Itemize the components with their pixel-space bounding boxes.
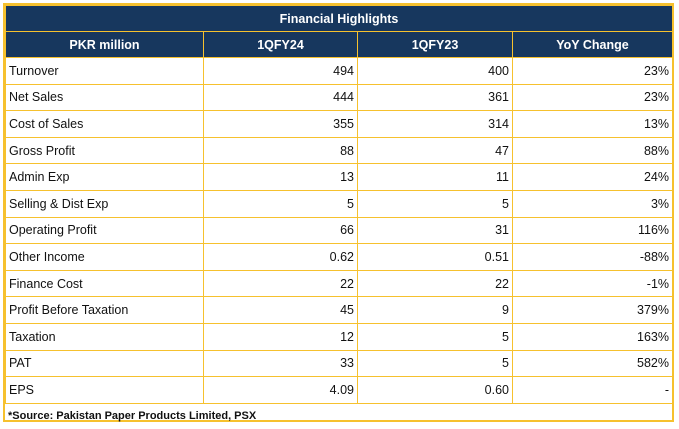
table-cell: 5 [357, 349, 513, 378]
table-cell: 582% [511, 349, 674, 378]
table-cell: 31 [357, 216, 513, 245]
table-cell: 22 [357, 269, 513, 298]
row-label: Profit Before Taxation [5, 296, 204, 324]
table-row: Admin Exp 13 11 24% [5, 163, 674, 191]
table-cell: 88 [203, 136, 358, 165]
table-cell: -1% [511, 269, 674, 298]
table-cell: 47 [357, 136, 513, 165]
column-header: YoY Change [511, 31, 674, 58]
table-cell: 494 [203, 57, 358, 85]
table-row: Turnover 494 400 23% [5, 57, 674, 85]
table-row: Operating Profit 66 31 116% [5, 216, 674, 245]
financial-highlights-table: Financial Highlights PKR million 1QFY24 … [4, 5, 674, 404]
source-note: *Source: Pakistan Paper Products Limited… [8, 409, 257, 422]
table-cell: 11 [357, 163, 513, 191]
table-cell: 5 [357, 189, 513, 218]
table-cell: 116% [511, 216, 674, 245]
table-cell: 5 [357, 322, 513, 351]
row-label: EPS [5, 376, 204, 404]
table-row: Finance Cost 22 22 -1% [5, 269, 674, 298]
table-title: Financial Highlights [4, 5, 674, 32]
row-label: Taxation [5, 322, 204, 351]
table-cell: 163% [511, 322, 674, 351]
table-cell: 12 [203, 322, 358, 351]
row-label: Turnover [5, 57, 204, 85]
table-row: EPS 4.09 0.60- [5, 376, 674, 404]
table-row: PAT 33 5 582% [5, 349, 674, 378]
table-cell: 33 [203, 349, 358, 378]
table-row: Profit Before Taxation 45 9 379% [5, 296, 674, 324]
table-cell: -88% [511, 243, 674, 271]
table-cell: 355 [203, 110, 358, 138]
table-cell: 361 [357, 83, 513, 112]
table-row: Other Income 0.62 0.51 -88% [5, 243, 674, 271]
row-label: Net Sales [5, 83, 204, 112]
table-cell: 400 [357, 57, 513, 85]
row-label: Operating Profit [5, 216, 204, 245]
table-cell: 5 [203, 189, 358, 218]
table-cell: 22 [203, 269, 358, 298]
table-cell: 314 [357, 110, 513, 138]
table-cell: 23% [511, 57, 674, 85]
table-cell: 0.62 [203, 243, 358, 271]
table-cell: 9 [357, 296, 513, 324]
row-label: Gross Profit [5, 136, 204, 165]
column-header: PKR million [5, 31, 204, 58]
table-cell: 0.51 [357, 243, 513, 271]
row-label: Finance Cost [5, 269, 204, 298]
table-cell: 3% [511, 189, 674, 218]
table-row: Taxation 12 5 163% [5, 322, 674, 351]
financial-highlights-panel: Financial Highlights PKR million 1QFY24 … [3, 3, 674, 422]
table-row: Gross Profit 88 47 88% [5, 136, 674, 165]
table-cell: 66 [203, 216, 358, 245]
table-row: Cost of Sales 355 314 13% [5, 110, 674, 138]
column-header: 1QFY24 [203, 31, 358, 58]
table-row: Net Sales 444 361 23% [5, 83, 674, 112]
row-label: Other Income [5, 243, 204, 271]
table-cell: 4.09 [203, 376, 358, 404]
table-cell: 24% [511, 163, 674, 191]
table-row: Selling & Dist Exp 5 5 3% [5, 189, 674, 218]
table-header-row: PKR million 1QFY24 1QFY23 YoY Change [5, 31, 674, 58]
table-cell: 45 [203, 296, 358, 324]
column-header: 1QFY23 [357, 31, 513, 58]
row-label: Cost of Sales [5, 110, 204, 138]
row-label: Admin Exp [5, 163, 204, 191]
table-cell: 88% [511, 136, 674, 165]
table-cell: 13 [203, 163, 358, 191]
table-cell: 379% [511, 296, 674, 324]
row-label: Selling & Dist Exp [5, 189, 204, 218]
row-label: PAT [5, 349, 204, 378]
table-cell: 13% [511, 110, 674, 138]
table-cell: 23% [511, 83, 674, 112]
table-cell: 444 [203, 83, 358, 112]
table-cell: 0.60 [357, 376, 513, 404]
table-cell: - [511, 376, 674, 404]
table-title-row: Financial Highlights [4, 5, 674, 32]
